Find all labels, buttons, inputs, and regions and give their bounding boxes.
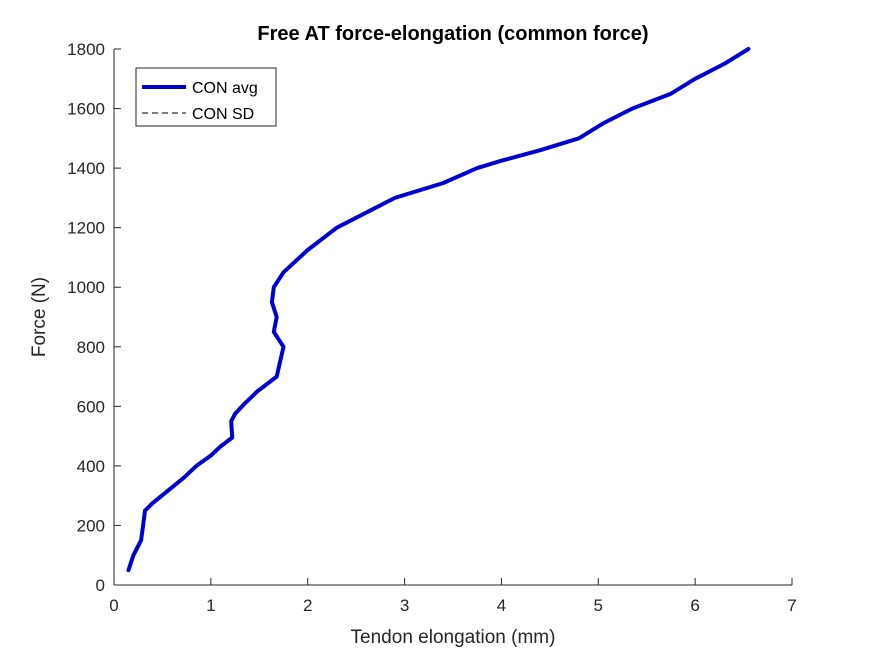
y-tick-label: 400 [77, 457, 105, 476]
y-tick-label: 1000 [67, 278, 105, 297]
x-tick-label: 2 [303, 596, 312, 615]
y-tick-label: 800 [77, 338, 105, 357]
x-axis-ticks: 0 1 2 3 4 5 6 7 [109, 578, 797, 615]
x-tick-label: 6 [690, 596, 699, 615]
x-tick-label: 5 [594, 596, 603, 615]
y-tick-label: 0 [96, 576, 105, 595]
series-line-con-avg [126, 47, 751, 573]
y-tick-label: 1600 [67, 100, 105, 119]
plot-area [114, 49, 792, 585]
x-tick-label: 3 [400, 596, 409, 615]
y-tick-label: 1800 [67, 40, 105, 59]
x-tick-label: 7 [787, 596, 796, 615]
x-tick-label: 1 [206, 596, 215, 615]
chart-title: Free AT force-elongation (common force) [257, 23, 648, 45]
y-tick-label: 1200 [67, 219, 105, 238]
y-tick-label: 600 [77, 397, 105, 416]
y-axis-ticks: 0 200 400 600 800 1000 1200 1400 1600 1800 [67, 40, 121, 595]
x-tick-label: 4 [497, 596, 506, 615]
y-tick-label: 200 [77, 516, 105, 535]
y-tick-label: 1400 [67, 159, 105, 178]
y-axis-label: Force (N) [29, 277, 50, 357]
legend-label-con-avg: CON avg [192, 80, 258, 97]
legend-box [135, 67, 277, 127]
x-axis-label: Tendon elongation (mm) [351, 627, 556, 648]
legend: CON avg CON SD [135, 67, 277, 127]
legend-label-con-sd: CON SD [192, 106, 254, 123]
series-layer [126, 47, 751, 573]
x-tick-label: 0 [109, 596, 118, 615]
